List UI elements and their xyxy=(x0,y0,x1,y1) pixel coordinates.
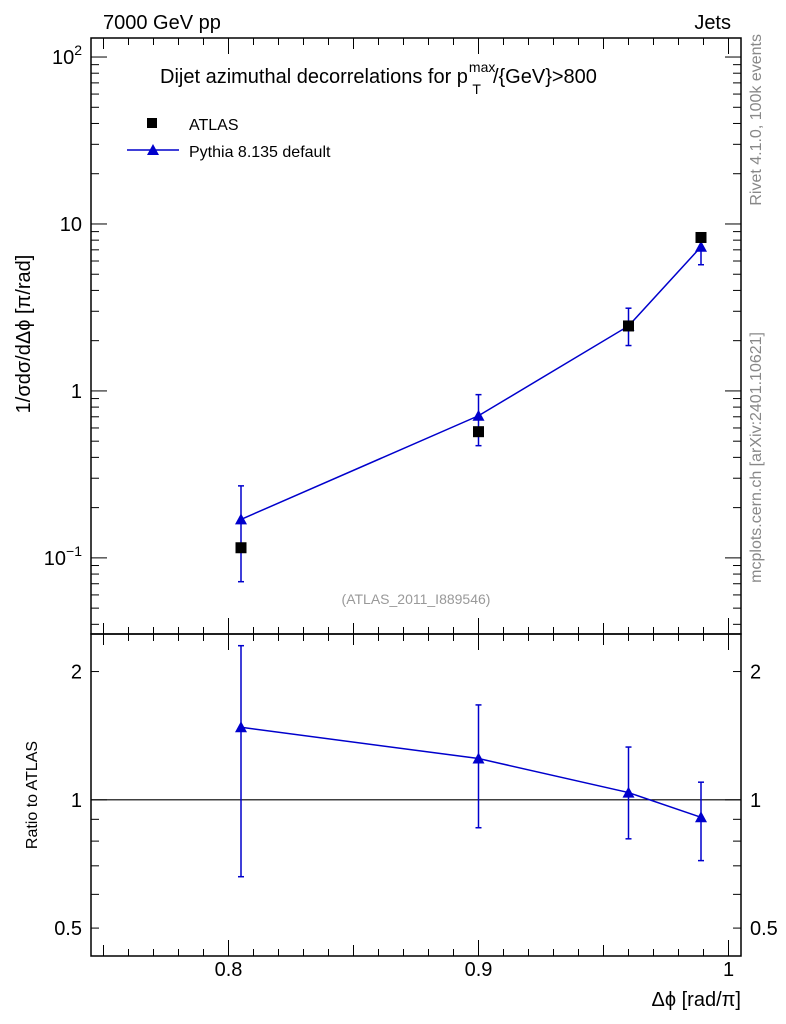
ratio-y-tick-label-right: 1 xyxy=(750,790,761,812)
legend-atlas-label: ATLAS xyxy=(189,117,239,134)
ratio-y-axis-label: Ratio to ATLAS xyxy=(24,741,41,849)
mcplots-label: mcplots.cern.ch [arXiv:2401.10621] xyxy=(748,332,765,583)
ratio-panel: 0.5 0.5 1 1 2 2 0.8 0.9 1 Ratio to ATLAS Δϕ [ra… xyxy=(24,633,778,1011)
ratio-y-tick-labels: 0.5 0.5 1 1 2 2 xyxy=(54,662,778,941)
ratio-y-tick-label-left: 2 xyxy=(71,662,82,684)
data-point-triangle xyxy=(472,409,485,421)
main-ticks xyxy=(91,38,741,634)
series-line xyxy=(240,246,702,521)
main-y-tick-label: 10−1 xyxy=(44,543,82,570)
legend-atlas-marker xyxy=(147,118,157,128)
main-marks xyxy=(235,231,707,583)
data-point-triangle xyxy=(622,786,635,798)
side-labels: Rivet 4.1.0, 100k events mcplots.cern.ch… xyxy=(748,34,765,583)
chart-title: Dijet azimuthal decorrelations for pmax T… xyxy=(160,59,597,97)
main-y-axis-label: 1/σdσ/dΔϕ [π/rad] xyxy=(13,255,35,414)
data-point-triangle xyxy=(695,240,707,252)
header-right: Jets xyxy=(694,12,731,34)
x-tick-label: 0.9 xyxy=(465,959,493,981)
chart-title-suffix: /{GeV}>800 xyxy=(493,66,597,88)
ratio-y-tick-label-left: 1 xyxy=(71,790,82,812)
data-point-triangle xyxy=(472,752,485,764)
ratio-y-tick-label-right: 0.5 xyxy=(750,918,778,940)
rivet-label: Rivet 4.1.0, 100k events xyxy=(748,34,765,206)
header-left: 7000 GeV pp xyxy=(103,12,221,34)
data-point-triangle xyxy=(695,811,707,823)
x-tick-label: 1 xyxy=(723,959,734,981)
legend-pythia-label: Pythia 8.135 default xyxy=(189,144,331,161)
ratio-marks xyxy=(235,644,707,878)
legend-pythia-marker xyxy=(147,144,159,155)
ratio-frame xyxy=(90,633,742,957)
main-y-tick-label: 10 xyxy=(60,214,82,236)
x-tick-label: 0.8 xyxy=(215,959,243,981)
data-point-triangle xyxy=(235,721,247,733)
main-panel: 10−1 1 10 102 1/σdσ/dΔϕ [π/rad] Dijet azimu… xyxy=(13,37,742,635)
data-point-square xyxy=(623,320,634,332)
ratio-y-tick-label-right: 2 xyxy=(750,662,761,684)
main-y-tick-labels: 10−1 1 10 102 xyxy=(44,42,82,570)
x-tick-labels: 0.8 0.9 1 xyxy=(215,959,734,981)
x-axis-label: Δϕ [rad/π] xyxy=(652,989,742,1011)
ratio-y-tick-label-left: 0.5 xyxy=(54,918,82,940)
header: 7000 GeV pp Jets xyxy=(103,12,731,34)
main-y-tick-label: 102 xyxy=(52,42,82,69)
data-point-triangle xyxy=(235,513,247,525)
chart-title-sub: T xyxy=(472,81,481,97)
chart-title-sup: max xyxy=(469,59,495,75)
data-point-square xyxy=(235,542,247,554)
analysis-id: (ATLAS_2011_I889546) xyxy=(342,591,491,607)
ratio-ticks xyxy=(91,634,741,956)
chart-title-prefix: Dijet azimuthal decorrelations for p xyxy=(160,66,468,88)
main-y-tick-label: 1 xyxy=(71,381,82,403)
data-point-square xyxy=(695,231,707,243)
legend: ATLAS Pythia 8.135 default xyxy=(127,117,331,161)
series-line xyxy=(240,726,702,818)
data-point-square xyxy=(473,426,484,438)
